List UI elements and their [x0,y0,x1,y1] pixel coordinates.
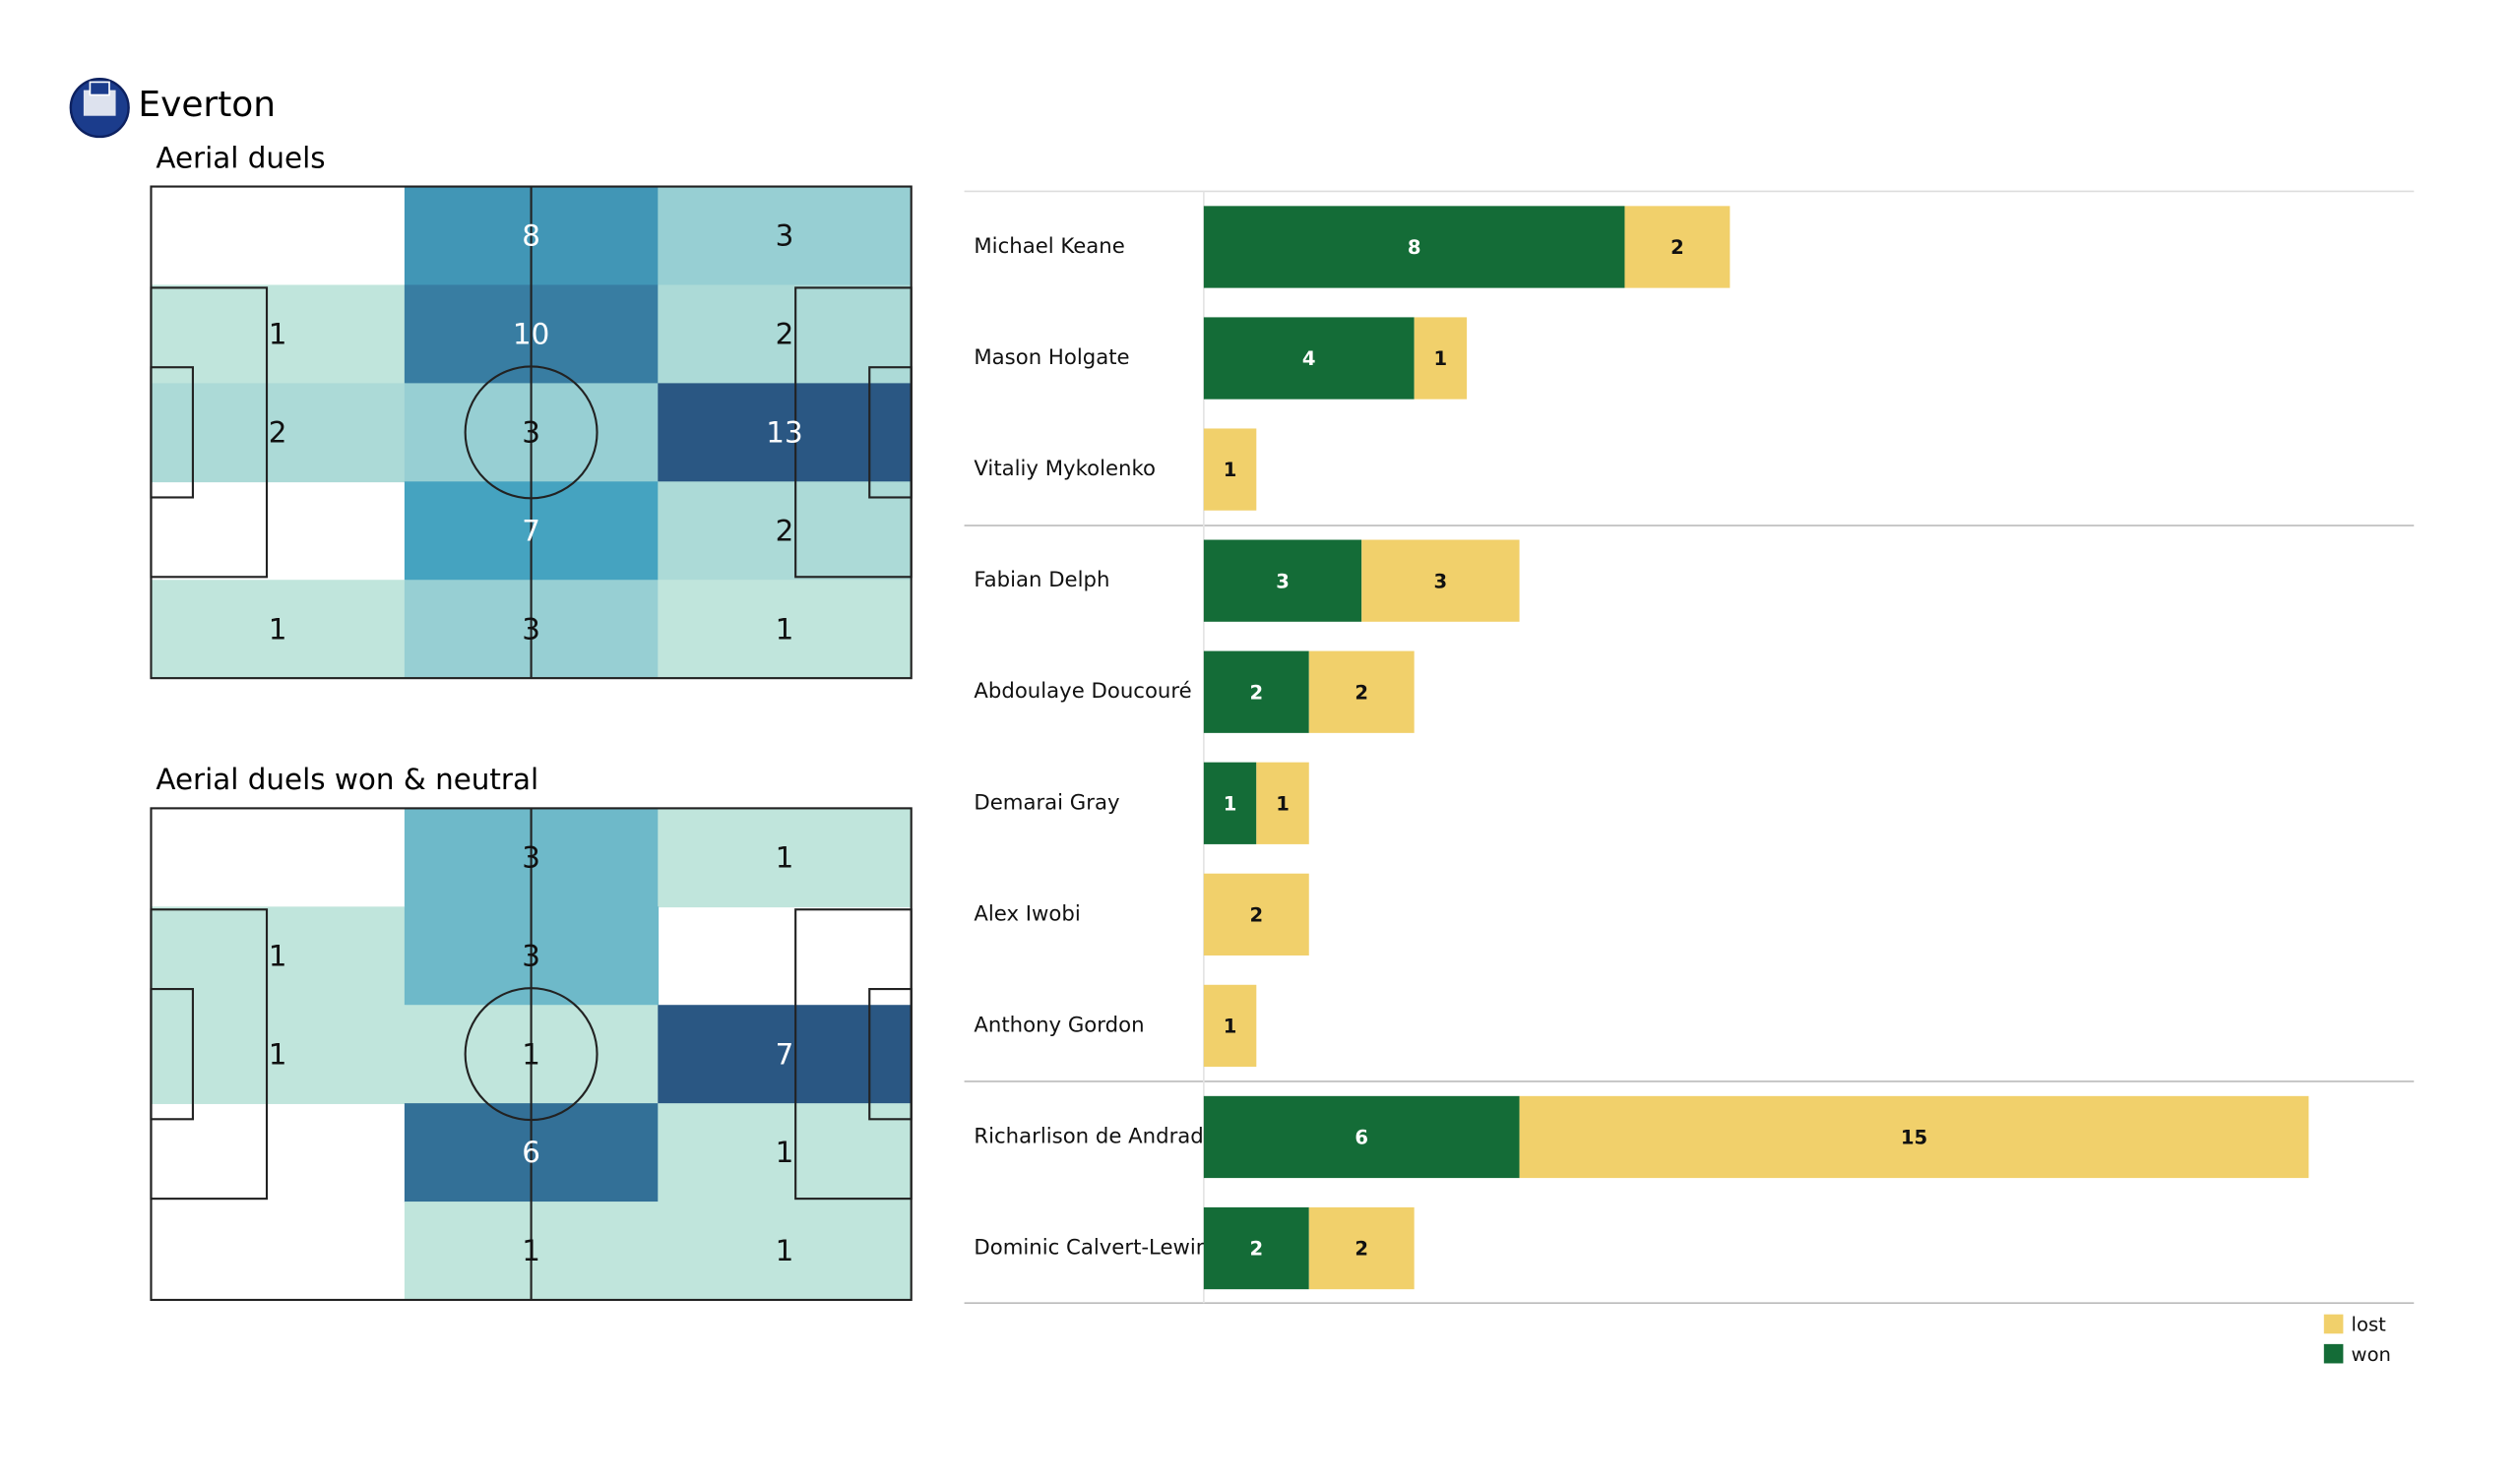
bar-segment [1203,984,1257,1068]
heatmap: 8 31 10 22 3 137 21 3 1 [150,185,913,680]
player-label: Richarlison de Andrade [974,1124,1216,1148]
legend-swatch [2323,1343,2344,1364]
center-circle [464,987,598,1122]
bar-value-label: 2 [1670,236,1684,259]
bar-segment [1308,1206,1415,1290]
bar-segment [1308,650,1415,733]
six-yard-box [150,988,194,1121]
cell-label: 3 [522,415,540,449]
bar-value-label: 2 [1249,681,1263,704]
heat-cell [658,808,913,908]
cell-label: 8 [522,219,540,253]
cell-label: 3 [522,939,540,972]
cell-label: 1 [522,1234,540,1267]
player-label: Alex Iwobi [974,901,1080,926]
bar-value-label: 1 [1224,1016,1237,1038]
bar-value-label: 2 [1249,903,1263,926]
center-circle [464,365,598,500]
bar-chart: Michael Keane 8 2 Mason Holgate 4 1 Vitaliy My… [964,190,2415,1366]
player-label: Michael Keane [974,234,1124,259]
bar-value-label: 1 [1434,347,1448,370]
pitch-lines [150,807,913,1302]
pitch-lines [150,185,913,680]
bar-value-label: 2 [1354,1238,1368,1261]
player-label: Demarai Gray [974,790,1119,815]
cell-label: 2 [776,514,794,547]
cell-label: 1 [776,612,794,646]
bar-segment [1203,650,1309,733]
bar-value-label: 1 [1276,792,1290,815]
bar-value-label: 2 [1354,681,1368,704]
bar-segment [1203,873,1309,956]
bar-segment [1203,762,1257,844]
bar-value-label: 15 [1901,1127,1927,1149]
bar-segment [1203,539,1362,622]
player-label: Dominic Calvert-Lewin [974,1236,1209,1261]
legend-label: won [2352,1343,2391,1366]
club-logo [69,77,130,139]
cell-label: 1 [776,1136,794,1169]
bar-value-label: 3 [1434,570,1448,592]
cell-label: 3 [522,840,540,874]
bar-value-label: 6 [1354,1127,1368,1149]
legend-swatch [2323,1314,2344,1334]
bar-value-label: 1 [1224,459,1237,481]
bar-value-label: 3 [1276,570,1290,592]
cell-label: 7 [522,514,540,547]
cell-label: 1 [776,840,794,874]
bar-segment [1624,206,1731,288]
bar-segment [1203,317,1415,400]
cell-label: 1 [269,939,287,972]
heat-cell [658,186,913,286]
bar-segment [1519,1095,2309,1179]
six-yard-box [868,988,913,1121]
cell-label: 1 [522,1037,540,1071]
player-label: Anthony Gordon [974,1013,1144,1037]
cell-label: 2 [269,415,287,449]
bar-segment [1203,1095,1520,1179]
legend-label: lost [2352,1314,2387,1336]
cell-label: 2 [776,318,794,351]
cell-label: 7 [776,1037,794,1071]
cell-label: 3 [522,612,540,646]
bar-value-label: 8 [1408,236,1421,259]
player-label: Fabian Delph [974,568,1109,592]
cell-label: 1 [776,1234,794,1267]
heat-cell [151,580,406,679]
bar-segment [1203,206,1625,288]
bar-segment [1361,539,1520,622]
six-yard-box [868,366,913,499]
bar-segment [1203,1206,1309,1290]
bar-value-label: 1 [1224,792,1237,815]
heatmap-title: Aerial duels [156,141,325,174]
player-label: Abdoulaye Doucouré [974,679,1191,704]
bar-value-label: 4 [1302,347,1316,370]
heat-cell [658,1202,913,1301]
cell-label: 1 [269,1037,287,1071]
bar-segment [1203,428,1257,511]
team-title: Everton [138,85,276,125]
player-label: Vitaliy Mykolenko [974,457,1156,481]
bar-value-label: 2 [1249,1238,1263,1261]
heatmap-title: Aerial duels won & neutral [156,763,538,796]
cell-label: 1 [269,318,287,351]
six-yard-box [150,366,194,499]
cell-label: 13 [766,415,802,449]
heat-cell [658,580,913,679]
cell-label: 3 [776,219,794,253]
bar-segment [1256,762,1309,844]
bar-segment [1414,317,1468,400]
heatmap: 3 1 1 3 1 1 7 6 1 1 1 [150,807,913,1302]
cell-label: 1 [269,612,287,646]
cell-label: 10 [513,318,549,351]
player-label: Mason Holgate [974,345,1129,370]
cell-label: 6 [522,1136,540,1169]
